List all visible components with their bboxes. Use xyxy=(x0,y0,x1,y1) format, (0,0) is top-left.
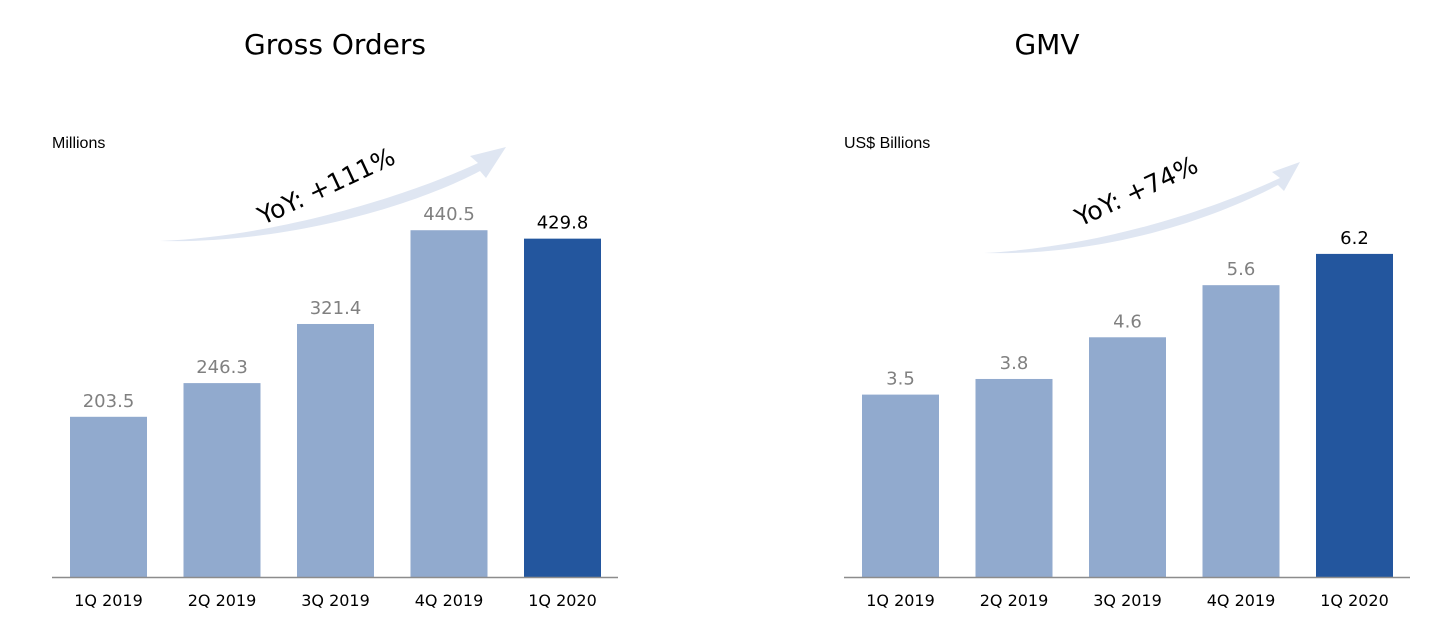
y-axis-unit-label: US$ Billions xyxy=(844,135,931,152)
bar-value-label: 440.5 xyxy=(423,204,475,225)
bar-value-label: 6.2 xyxy=(1340,228,1369,249)
bar-1q-2019 xyxy=(70,416,147,577)
y-axis-unit-label: Millions xyxy=(52,135,106,152)
x-tick-label: 4Q 2019 xyxy=(415,591,484,610)
bar-1q-2019 xyxy=(862,394,939,577)
bar-value-label: 4.6 xyxy=(1113,311,1142,332)
x-tick-label: 2Q 2019 xyxy=(188,591,257,610)
x-tick-label: 3Q 2019 xyxy=(301,591,370,610)
bar-value-label: 3.5 xyxy=(886,369,915,390)
x-tick-label: 1Q 2019 xyxy=(74,591,143,610)
bar-3q-2019 xyxy=(297,323,374,577)
gross-orders-chart: Gross Orders Millions YoY: +111% 203.5 1Q … xyxy=(52,28,618,610)
bar-value-label: 429.8 xyxy=(537,213,589,234)
trend-arrow xyxy=(160,147,506,242)
x-tick-label: 3Q 2019 xyxy=(1093,591,1162,610)
bar-value-label: 246.3 xyxy=(196,357,248,378)
bar-1q-2020 xyxy=(1316,253,1393,577)
bar-value-label: 321.4 xyxy=(310,298,362,319)
x-tick-label: 1Q 2019 xyxy=(866,591,935,610)
bar-value-label: 3.8 xyxy=(1000,353,1029,374)
x-tick-label: 1Q 2020 xyxy=(1320,591,1389,610)
chart-title: GMV xyxy=(1014,28,1080,61)
bar-value-label: 5.6 xyxy=(1227,259,1256,280)
bar-2q-2019 xyxy=(183,383,261,577)
chart-title: Gross Orders xyxy=(244,28,426,61)
bar-4q-2019 xyxy=(410,230,488,578)
x-tick-label: 1Q 2020 xyxy=(528,591,597,610)
bar-3q-2019 xyxy=(1089,337,1166,577)
bar-value-label: 203.5 xyxy=(83,391,135,412)
trend-arrow xyxy=(984,162,1300,254)
gmv-chart: GMV US$ Billions YoY: +74% 3.5 1Q 2019 3.8 2… xyxy=(722,0,1444,628)
bar-4q-2019 xyxy=(1202,285,1280,577)
x-tick-label: 2Q 2019 xyxy=(980,591,1049,610)
x-tick-label: 4Q 2019 xyxy=(1207,591,1276,610)
bar-1q-2020 xyxy=(524,238,601,578)
bar-2q-2019 xyxy=(975,378,1053,577)
